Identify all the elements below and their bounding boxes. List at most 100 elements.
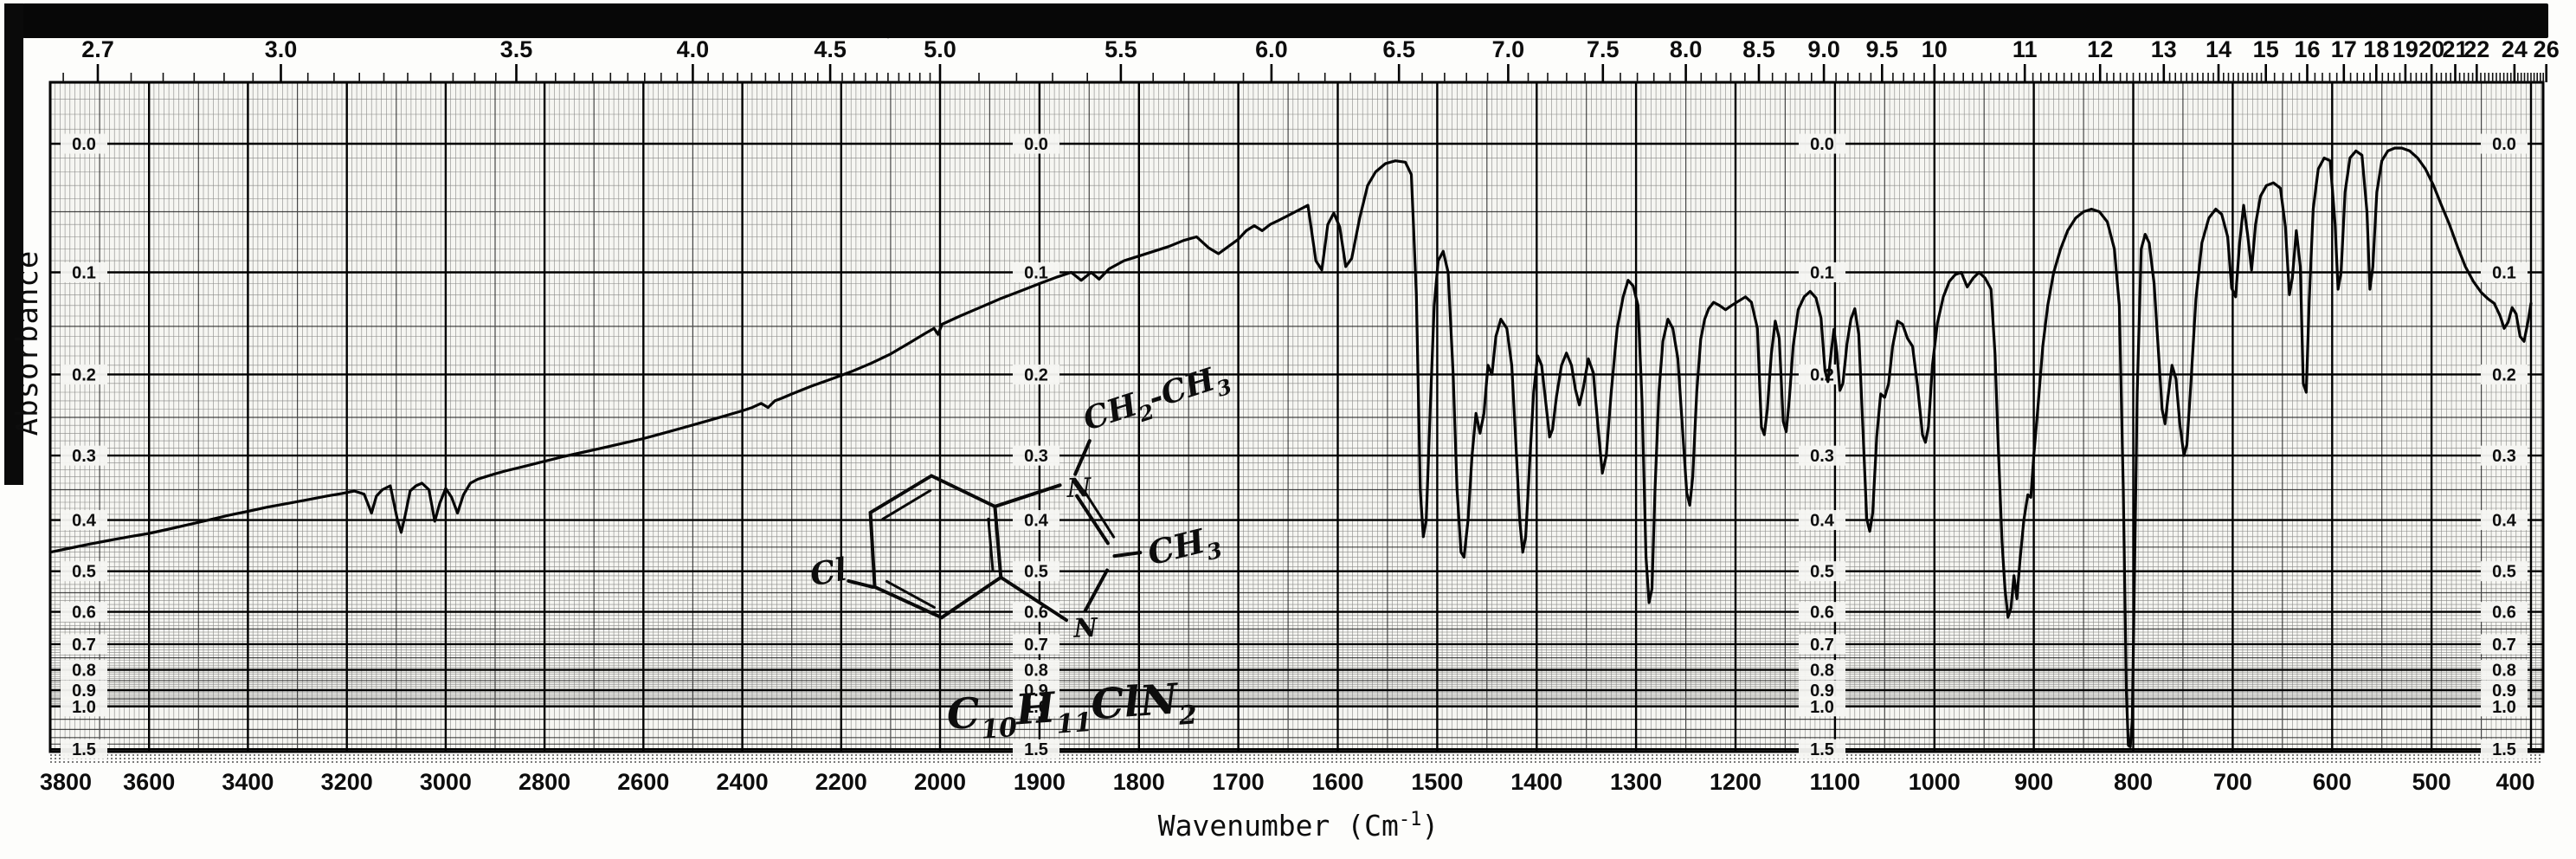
top-axis-tick-label: 4.5	[814, 36, 847, 62]
graph-paper-grid	[48, 81, 2545, 763]
absorbance-tick-label: 0.4	[2492, 512, 2517, 531]
scale-label-backing	[61, 739, 107, 759]
x-axis-title-text: Wavenumber (Cm	[1157, 809, 1399, 843]
absorbance-tick-label: 0.5	[1024, 563, 1048, 582]
absorbance-tick-label: 0.8	[2492, 662, 2516, 681]
bottom-axis-tick-label: 1600	[1311, 769, 1363, 795]
bottom-axis-tick-label: 3000	[420, 769, 472, 795]
top-axis-tick-label: 8.0	[1670, 36, 1703, 62]
scale-label-backing	[2481, 680, 2528, 701]
bottom-axis-tick-label: 700	[2213, 769, 2252, 795]
scale-label-backing	[1799, 133, 1845, 154]
chlorine-bond	[847, 578, 875, 589]
top-axis-tick-label: 10	[1922, 36, 1948, 62]
scale-label-backing	[1013, 510, 1059, 531]
top-axis-major-ticks	[96, 64, 2547, 82]
absorbance-tick-label: 0.5	[2492, 563, 2516, 582]
scale-label-backing	[2481, 133, 2528, 154]
bottom-axis-tick-label: 1400	[1510, 769, 1562, 795]
absorbance-tick-label: 0.2	[2492, 365, 2516, 384]
top-axis-tick-label: 19	[2392, 36, 2418, 62]
absorbance-scale-column: 0.00.10.20.30.40.50.60.70.80.91.01.5	[1799, 133, 1845, 759]
bottom-axis-tick-label: 2400	[717, 769, 769, 795]
absorbance-tick-label: 1.5	[72, 740, 96, 759]
top-axis-tick-label: 7.5	[1587, 36, 1620, 62]
top-axis-tick-label: 12	[2087, 36, 2113, 62]
top-axis-tick-label: 14	[2206, 36, 2231, 62]
absorbance-tick-label: 0.9	[72, 681, 96, 701]
scale-label-backing	[1013, 262, 1059, 282]
absorbance-tick-label: 1.5	[1810, 740, 1834, 759]
top-axis-tick-label: 15	[2253, 36, 2279, 62]
spectrum-curve	[48, 146, 2533, 748]
top-axis-tick-label: 6.0	[1255, 36, 1288, 62]
absorbance-scale-column: 0.00.10.20.30.40.50.60.70.80.91.01.5	[2481, 133, 2528, 759]
scale-label-backing	[1799, 262, 1845, 282]
absorbance-tick-label: 0.0	[1024, 135, 1048, 154]
top-axis-tick-label: 3.0	[265, 36, 298, 62]
scale-label-backing	[2481, 262, 2528, 282]
absorbance-tick-label: 0.2	[1024, 365, 1048, 384]
bottom-axis-tick-label: 500	[2412, 769, 2451, 795]
bottom-axis-tick-label: 3200	[321, 769, 373, 795]
scale-label-backing	[1013, 696, 1059, 717]
scale-label-backing	[1013, 634, 1059, 655]
absorbance-scale-column: 0.00.10.20.30.40.50.60.70.80.91.01.5	[61, 133, 107, 759]
scale-label-backing	[1013, 364, 1059, 384]
top-axis-tick-label: 3.5	[500, 36, 533, 62]
absorbance-tick-label: 0.6	[1024, 604, 1048, 623]
top-axis-minor-ticks	[62, 73, 2547, 82]
y-axis-title: Absorbance	[10, 249, 45, 436]
scale-label-backing	[61, 634, 107, 655]
absorbance-tick-label: 0.1	[72, 263, 96, 282]
absorbance-tick-label: 0.7	[2492, 636, 2516, 655]
imidazole-double-bond	[1083, 489, 1116, 539]
absorbance-tick-label: 0.4	[1810, 512, 1835, 531]
absorbance-tick-label: 0.1	[2492, 263, 2516, 282]
absorbance-tick-label: 0.0	[2492, 135, 2516, 154]
top-axis-tick-label: 26	[2534, 36, 2560, 62]
grid-medium-lines	[50, 82, 2543, 752]
grid-border	[48, 81, 2545, 753]
scan-top-black-bar	[23, 3, 2548, 38]
top-axis-microns: 2.7 3.0 3.5 4.0 4.5 5.0 5.5 6.0 6.5 7.0 7.5 8.0 8.5 9…	[62, 36, 2560, 82]
scale-label-backing	[61, 660, 107, 681]
scale-label-backing	[1013, 561, 1059, 582]
scale-label-backing	[1799, 445, 1845, 466]
bottom-axis-tick-label: 2600	[617, 769, 669, 795]
bottom-axis-wavenumber: 3800 3600 3400 3200 3000 2800 2600 2400 2200 2000…	[40, 769, 2535, 795]
top-axis-tick-label: 22	[2463, 36, 2489, 62]
top-axis-tick-label: 17	[2331, 36, 2357, 62]
top-axis-tick-label: 6.5	[1382, 36, 1415, 62]
absorbance-tick-label: 0.6	[2492, 604, 2516, 623]
scale-label-backing	[1799, 660, 1845, 681]
absorbance-scale-column: 0.00.10.20.30.40.50.60.70.80.91.01.5	[1013, 133, 1059, 759]
absorbance-tick-label: 0.0	[1810, 135, 1834, 154]
scale-label-backing	[1799, 602, 1845, 623]
absorbance-tick-label: 0.3	[2492, 447, 2516, 466]
absorbance-tick-label: 0.7	[1024, 636, 1048, 655]
bottom-axis-tick-label: 1800	[1113, 769, 1165, 795]
bottom-axis-tick-label: 2200	[815, 769, 867, 795]
absorbance-tick-label: 0.3	[1810, 447, 1834, 466]
scale-label-backing	[2481, 634, 2528, 655]
absorbance-tick-label: 0.8	[1024, 662, 1048, 681]
top-axis-tick-label: 9.5	[1866, 36, 1899, 62]
top-axis-tick-label: 11	[2012, 36, 2038, 62]
absorbance-tick-label: 0.7	[1810, 636, 1834, 655]
absorbance-tick-label: 1.0	[72, 698, 96, 717]
ring-nitrogen-top-label: N	[1066, 473, 1092, 504]
top-axis-tick-label: 13	[2151, 36, 2177, 62]
top-axis-tick-label: 21	[2442, 36, 2468, 62]
absorbance-tick-label: 0.2	[72, 365, 96, 384]
scale-label-backing	[2481, 660, 2528, 681]
scale-label-backing	[61, 510, 107, 531]
absorbance-tick-label: 0.5	[1810, 563, 1834, 582]
bottom-axis-tick-label: 1500	[1411, 769, 1463, 795]
scale-label-backing	[2481, 696, 2528, 717]
top-axis-tick-label: 8.5	[1742, 36, 1775, 62]
bottom-axis-tick-label: 600	[2313, 769, 2352, 795]
bottom-axis-tick-label: 3800	[40, 769, 92, 795]
